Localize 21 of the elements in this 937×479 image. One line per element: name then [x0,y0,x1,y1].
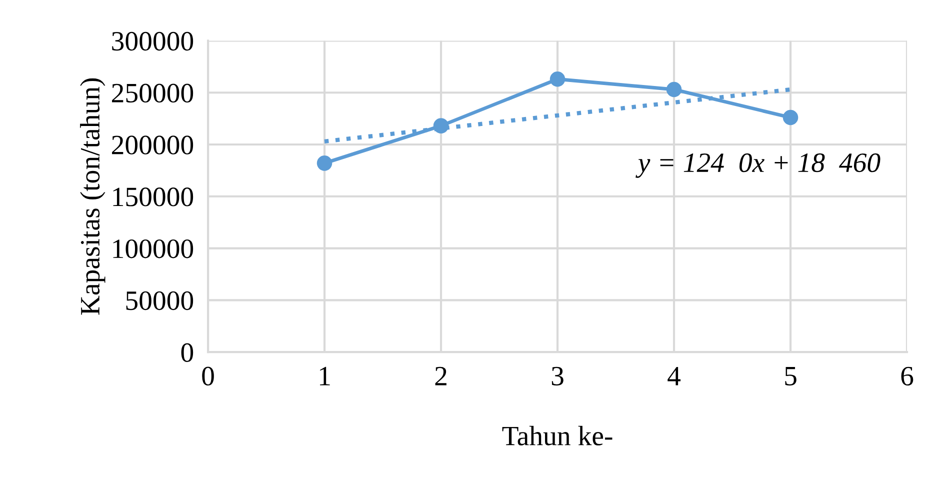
x-tick-label: 1 [320,366,330,386]
point [782,110,798,126]
y-tick-label: 0 [181,343,194,362]
point [550,71,566,87]
x-tick-label: 3 [552,366,564,386]
y-tick-label: 300000 [112,32,194,51]
y-tick-label: 100000 [113,239,194,258]
y-tick-label: 250000 [112,84,194,103]
x-tick-label: 4 [668,366,681,386]
x-tick-label: 0 [202,366,214,386]
y-tick-label: 200000 [112,136,194,154]
x-tick-label: 6 [901,366,914,386]
x-tick-label: 2 [435,366,446,386]
point [666,82,682,98]
y-axis-title: Kapasitas (ton/tahun) [80,78,106,315]
y-tick-label: 150000 [113,188,194,206]
annotation: y = 124 0x + 18 460 [636,153,880,178]
x-axis-title: Tahun ke- [502,426,612,446]
x-tick-label: 5 [785,367,796,386]
point [316,156,332,171]
y-tick-label: 50000 [126,291,194,310]
